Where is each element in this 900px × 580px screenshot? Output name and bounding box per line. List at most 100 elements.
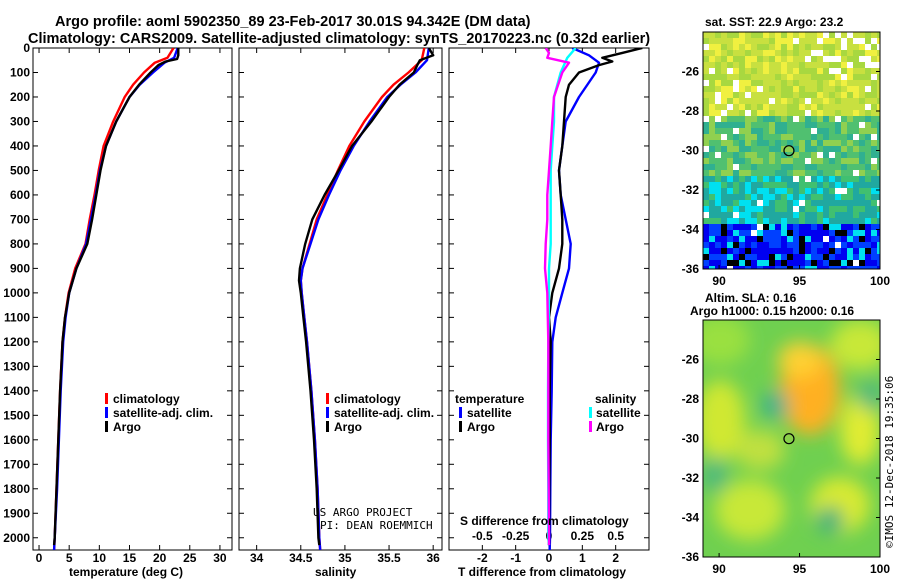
sst-cell (859, 62, 865, 68)
sst-cell (865, 242, 871, 248)
sst-cell (721, 74, 727, 80)
sst-cell (817, 188, 823, 194)
series-line-argo (52, 48, 180, 546)
sst-cell (781, 248, 787, 254)
sst-cell (865, 50, 871, 56)
sst-cell (865, 236, 871, 242)
sst-cell (877, 146, 880, 152)
sst-cell (805, 134, 811, 140)
depth-tick-label: 1500 (3, 408, 30, 422)
sst-cell (769, 140, 775, 146)
sst-cell (703, 158, 709, 164)
sst-cell (823, 110, 829, 116)
sst-cell (877, 122, 880, 128)
sst-cell (835, 218, 841, 224)
sst-cell (865, 158, 871, 164)
sst-cell (757, 62, 763, 68)
sst-cell (835, 44, 841, 50)
sst-cell (757, 50, 763, 56)
sst-cell (829, 122, 835, 128)
sst-cell (733, 158, 739, 164)
sst-cell (859, 242, 865, 248)
sst-cell (757, 260, 763, 266)
sst-cell (763, 56, 769, 62)
sst-cell (793, 104, 799, 110)
sst-cell (769, 62, 775, 68)
sst-cell (733, 200, 739, 206)
sst-cell (739, 224, 745, 230)
sst-cell (745, 164, 751, 170)
sst-cell (757, 38, 763, 44)
sst-cell (829, 170, 835, 176)
sst-cell (865, 224, 871, 230)
sst-cell (775, 152, 781, 158)
sst-cell (793, 200, 799, 206)
sst-cell (799, 152, 805, 158)
sst-cell (733, 236, 739, 242)
sst-cell (709, 158, 715, 164)
timestamp: ©IMOS 12-Dec-2018 19:35:06 (883, 376, 896, 548)
sst-cell (865, 92, 871, 98)
sst-cell (769, 254, 775, 260)
x-tick-label: 35.5 (377, 551, 401, 565)
sst-cell (865, 188, 871, 194)
sst-cell (847, 236, 853, 242)
sst-cell (841, 170, 847, 176)
sst-cell (721, 122, 727, 128)
sst-cell (853, 182, 859, 188)
sst-cell (721, 86, 727, 92)
sst-cell (703, 194, 709, 200)
sst-cell (769, 50, 775, 56)
sst-cell (739, 218, 745, 224)
map-lon-label: 100 (870, 274, 890, 288)
sst-cell (805, 206, 811, 212)
sst-cell (703, 188, 709, 194)
sst-cell (757, 224, 763, 230)
sst-cell (781, 56, 787, 62)
sst-cell (829, 98, 835, 104)
sst-cell (865, 98, 871, 104)
sst-cell (871, 134, 877, 140)
sst-cell (763, 170, 769, 176)
sst-cell (781, 164, 787, 170)
sst-cell (805, 248, 811, 254)
sst-cell (745, 242, 751, 248)
sst-cell (775, 122, 781, 128)
sst-cell (847, 212, 853, 218)
sst-cell (745, 134, 751, 140)
sst-cell (721, 224, 727, 230)
sst-cell (793, 62, 799, 68)
sst-cell (877, 44, 880, 50)
sst-cell (805, 68, 811, 74)
sst-cell (775, 242, 781, 248)
sst-cell (733, 110, 739, 116)
sst-cell (703, 74, 709, 80)
sst-cell (757, 134, 763, 140)
sst-cell (853, 176, 859, 182)
sst-cell (823, 230, 829, 236)
sst-cell (715, 176, 721, 182)
sst-cell (847, 92, 853, 98)
sst-cell (721, 194, 727, 200)
sst-cell (793, 146, 799, 152)
sst-cell (715, 194, 721, 200)
salinity-legend: climatology satellite-adj. clim. Argo (326, 392, 434, 434)
sst-cell (709, 230, 715, 236)
sst-cell (871, 242, 877, 248)
sst-cell (715, 254, 721, 260)
sla-title-2: Argo h1000: 0.15 h2000: 0.16 (690, 304, 854, 318)
sst-cell (829, 224, 835, 230)
sst-cell (823, 194, 829, 200)
sst-cell (799, 206, 805, 212)
sst-cell (769, 206, 775, 212)
sst-cell (853, 50, 859, 56)
sst-cell (853, 242, 859, 248)
depth-tick-label: 1100 (4, 310, 30, 324)
sst-cell (703, 110, 709, 116)
sst-cell (865, 248, 871, 254)
sst-cell (793, 266, 799, 269)
sst-cell (835, 86, 841, 92)
sst-cell (829, 242, 835, 248)
depth-tick-label: 900 (10, 261, 30, 275)
sst-cell (805, 164, 811, 170)
